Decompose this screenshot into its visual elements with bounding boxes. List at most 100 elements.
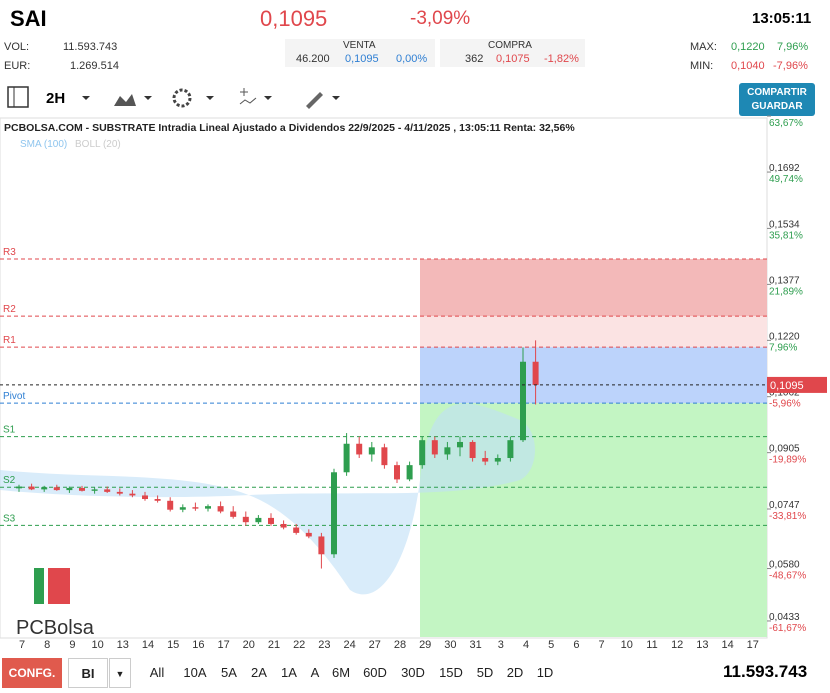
candle-body (16, 486, 22, 489)
y-tick-label: 0,0747 (769, 500, 800, 511)
x-tick-label: 14 (721, 639, 733, 651)
x-tick-label: 7 (599, 639, 605, 651)
candle-body (167, 500, 174, 510)
candle-body (520, 361, 526, 441)
x-tick-label: 20 (243, 639, 255, 651)
candle-body (406, 465, 413, 480)
candle-body (356, 443, 363, 455)
euros: 1.269.514 (70, 60, 119, 72)
y-tick-label: 0,1534 (769, 219, 800, 230)
mode-select[interactable]: BI (68, 658, 108, 688)
candle-body (242, 516, 249, 523)
chart-title: PCBOLSA.COM - SUBSTRATE Intradia Lineal … (4, 122, 575, 134)
legend-sma: SMA (100) (20, 139, 67, 150)
share-button[interactable]: COMPARTIR GUARDAR (739, 83, 815, 116)
candle-body (230, 511, 237, 517)
y-tick-label: 0,1062 (769, 388, 800, 399)
qty: 362 (465, 53, 484, 65)
x-tick-label: 21 (268, 639, 280, 651)
range-button[interactable]: 5D (476, 665, 494, 680)
candle-body (482, 458, 489, 462)
range-button[interactable]: A (310, 665, 320, 680)
range-button[interactable]: 15D (439, 665, 463, 680)
x-tick-label: 29 (419, 639, 431, 651)
candle-body (116, 491, 123, 494)
toolbar: 2H (7, 86, 340, 109)
range-button[interactable]: 5A (221, 665, 237, 680)
x-tick-label: 11 (646, 639, 657, 651)
y-tick-label: 0,0580 (769, 560, 800, 571)
last-price-label: 0,1095 (770, 380, 804, 392)
candle-body (280, 523, 287, 528)
config-button[interactable]: CONFG. (2, 658, 62, 688)
y-tick-label: 0,1692 (769, 163, 800, 174)
bollinger-band (0, 403, 535, 595)
x-tick-label: 9 (69, 639, 75, 651)
min-pct: -7,96% (773, 60, 808, 72)
zone-pivot (420, 347, 767, 404)
level-label: Pivot (3, 391, 25, 402)
x-tick-label: 13 (696, 639, 708, 651)
y-tick-change: 63,67% (769, 118, 803, 129)
zone-r2 (420, 259, 767, 317)
label: MIN: (690, 60, 714, 72)
footer-volume: 11.593.743 (723, 662, 808, 681)
y-tick-label: 0,1377 (769, 275, 800, 286)
max-price: 0,1220 (731, 41, 765, 53)
candle-body (91, 489, 98, 491)
x-tick-label: 8 (44, 639, 50, 651)
x-tick-label: 13 (117, 639, 129, 651)
range-button[interactable]: 2D (506, 665, 524, 680)
x-tick-label: 17 (217, 639, 229, 651)
level-label: R2 (3, 304, 16, 315)
candle-body (53, 487, 60, 491)
range-button[interactable]: 60D (363, 665, 387, 680)
last-price-tag (767, 376, 827, 393)
qty: 46.200 (296, 53, 330, 65)
range-button[interactable]: 1A (281, 665, 297, 680)
x-tick-label: 10 (621, 639, 633, 651)
label: VENTA (343, 40, 376, 51)
dropdowns[interactable] (82, 96, 340, 100)
range-button[interactable]: 10A (183, 665, 207, 680)
x-tick-label: 10 (91, 639, 103, 651)
candle-body (469, 441, 476, 459)
level-label: S3 (3, 513, 16, 524)
max-pct: 7,96% (777, 41, 809, 53)
button-text: GUARDAR (751, 101, 803, 112)
label: EUR: (4, 60, 31, 72)
panel-icon[interactable] (7, 86, 29, 108)
sell-box (285, 39, 435, 67)
price: 0,1095 (260, 6, 328, 31)
label: COMPRA (488, 40, 532, 51)
y-tick-label: 0,0905 (769, 444, 800, 455)
volume: 11.593.743 (63, 41, 118, 53)
candle-body (255, 517, 262, 523)
time: 13:05:11 (752, 10, 812, 27)
label: VOL: (4, 41, 30, 53)
settings-icon[interactable] (172, 88, 192, 108)
candle-body (192, 507, 199, 509)
candle-body (142, 495, 148, 500)
indicator-icon[interactable] (239, 88, 257, 105)
x-tick-label: 5 (548, 639, 554, 651)
range-button[interactable]: 1D (536, 665, 554, 680)
range-button[interactable]: 6M (331, 665, 351, 680)
candle-body (457, 441, 463, 448)
range-button[interactable]: All (149, 665, 165, 680)
x-tick-label: 12 (671, 639, 683, 651)
range-button[interactable]: 2A (251, 665, 267, 680)
draw-icon[interactable] (306, 92, 323, 109)
y-tick-change: 35,81% (769, 230, 803, 241)
chart-type-icon[interactable] (114, 94, 136, 106)
sell-price: 0,1095 (345, 53, 379, 65)
change: -3,09% (410, 8, 471, 29)
level-label: R1 (3, 335, 16, 346)
candle-body (394, 465, 400, 480)
interval[interactable]: 2H (46, 90, 65, 107)
y-tick-change: -48,67% (769, 571, 806, 582)
range-button[interactable]: 30D (401, 665, 425, 680)
y-tick-change: 49,74% (769, 174, 803, 185)
mode-arrow[interactable]: ▼ (109, 658, 131, 688)
